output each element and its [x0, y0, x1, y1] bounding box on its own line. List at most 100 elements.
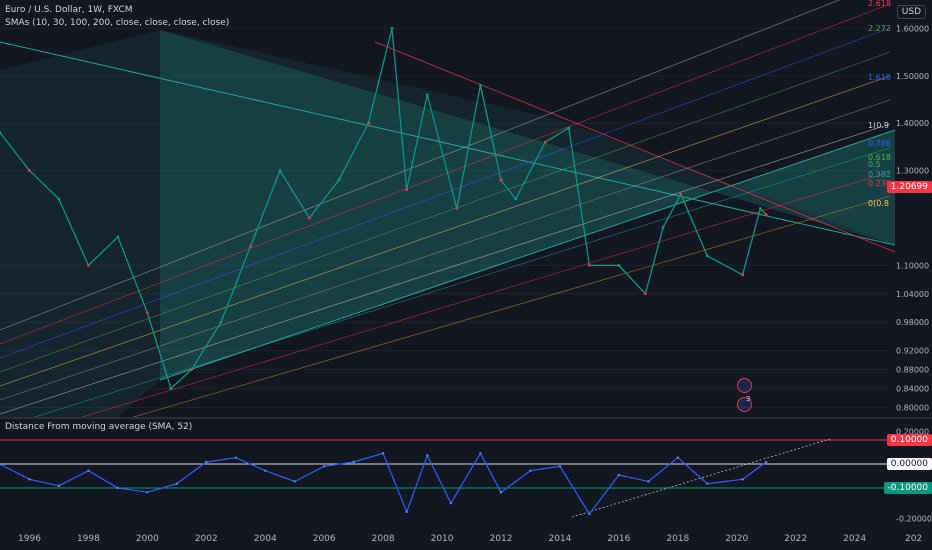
price-point [758, 207, 762, 210]
dividend-event-icon[interactable] [737, 378, 752, 393]
price-axis-label: 0.92000 [896, 347, 929, 356]
time-axis-label: 2010 [430, 534, 454, 544]
time-axis-label: 2000 [135, 534, 159, 544]
indicator-point [205, 460, 208, 464]
indicator-point [426, 454, 429, 457]
price-point [405, 188, 409, 191]
lower-level-tag: -0.10000 [883, 482, 932, 494]
indicator-point [499, 491, 503, 494]
fib-level-label: 0(0.8 [868, 199, 889, 208]
price-point [116, 235, 120, 239]
indicator-point [352, 460, 355, 464]
price-series-line [0, 28, 767, 390]
price-axis-label: 0.80000 [896, 404, 929, 413]
price-axis-label: 1.10000 [896, 261, 929, 270]
indicator-point [765, 460, 768, 464]
price-point [308, 216, 311, 220]
indicator-title[interactable]: Distance From moving average (SMA, 52) [5, 422, 193, 432]
price-point [190, 368, 193, 372]
fib-level-label: 0.5 [868, 160, 881, 169]
indicator-point [57, 484, 61, 488]
price-point [679, 192, 683, 196]
price-point [219, 320, 223, 324]
indicator-point [234, 456, 237, 459]
pitchfork-line [0, 3, 891, 345]
price-axis-label: 1.30000 [896, 167, 929, 176]
indicator-point [449, 501, 453, 505]
sma-legend[interactable]: SMAs (10, 30, 100, 200, close, close, cl… [5, 18, 230, 28]
last-price-tag: 1.20699 [886, 181, 932, 193]
fib-level-label: 0.618 [868, 153, 891, 162]
upper-level-tag: 0.10000 [886, 434, 932, 446]
symbol-title: Euro / U.S. Dollar, 1W, FXCM [5, 5, 133, 15]
price-point [87, 263, 90, 267]
time-axis-label: 1998 [76, 534, 100, 544]
pitchfork-line [0, 0, 841, 331]
price-axis-label: 0.84000 [896, 385, 929, 394]
indicator-point [146, 491, 149, 494]
price-point [588, 263, 591, 267]
time-axis-label: 202 [904, 534, 923, 544]
price-point [567, 126, 571, 130]
price-point [514, 197, 518, 201]
time-axis-label: 2018 [666, 534, 690, 544]
fib-level-label: 0.236 [868, 179, 891, 188]
time-axis-label: 2016 [607, 534, 631, 544]
price-chart[interactable]: 1.60000 1.50000 1.40000 1.30000 1.10000 1.040… [0, 0, 932, 520]
time-axis-label: 2020 [725, 534, 749, 544]
pitchfork-line [0, 171, 891, 443]
news-event-icon[interactable]: 3 [737, 395, 752, 412]
pitchfork-line [0, 75, 891, 387]
fib-level-label: 0.382 [868, 170, 891, 179]
price-point [455, 207, 459, 210]
time-axis-label: 2002 [194, 534, 218, 544]
price-axis-label: 1.04000 [896, 290, 929, 299]
fib-level-label: 2.272 [868, 24, 891, 33]
price-point [499, 178, 503, 182]
price-point [617, 263, 621, 267]
price-point [661, 226, 665, 229]
price-point [169, 387, 173, 390]
time-axis-label: 1996 [18, 534, 41, 544]
pane-divider[interactable] [0, 417, 932, 419]
price-point [425, 93, 429, 97]
indicator-point [706, 482, 709, 485]
pitchfork-line [0, 195, 891, 457]
indicator-axis-label: 0.20000 [896, 428, 929, 437]
price-point [390, 27, 394, 30]
indicator-point [529, 469, 532, 472]
indicator-point [647, 480, 650, 483]
event-count-badge: 3 [746, 395, 751, 403]
indicator-point [0, 462, 2, 466]
price-point [28, 169, 31, 172]
indicator-point [381, 452, 385, 455]
pitchfork-line [0, 27, 891, 359]
price-axis-label: 1.40000 [896, 119, 929, 128]
price-point [705, 254, 709, 258]
indicator-pane[interactable]: 0.20000 -0.20000 Distance From moving ave… [0, 419, 932, 531]
indicator-point [322, 465, 326, 468]
price-point [278, 169, 282, 172]
fib-level-label: 1.618 [868, 73, 891, 82]
currency-selector[interactable]: USD [896, 5, 926, 19]
fib-level-label: 1(0.9 [868, 121, 889, 130]
time-axis[interactable]: 1996 1998 2000 2002 2004 2006 2008 2010 2012 2014… [0, 531, 932, 550]
price-point [249, 245, 252, 248]
indicator-point [264, 469, 267, 472]
price-point [741, 273, 745, 277]
indicator-chart[interactable]: 0.20000 -0.20000 [0, 419, 932, 531]
main-chart-pane[interactable]: 1.60000 1.50000 1.40000 1.30000 1.10000 1.040… [0, 0, 932, 520]
pitchfork-line [0, 99, 891, 401]
time-axis-label: 2004 [253, 534, 277, 544]
indicator-axis-label: -0.20000 [896, 514, 932, 523]
indicator-point [28, 478, 31, 481]
indicator-series-line [0, 452, 767, 516]
indicator-point [588, 512, 591, 516]
price-point [764, 213, 768, 217]
zero-level-tag: 0.00000 [886, 458, 932, 470]
price-point [366, 121, 370, 125]
indicator-point [676, 456, 680, 459]
price-axis-label: 1.60000 [896, 24, 929, 33]
time-axis-label: 2006 [312, 534, 336, 544]
fib-level-label: 2.618 [868, 0, 891, 8]
